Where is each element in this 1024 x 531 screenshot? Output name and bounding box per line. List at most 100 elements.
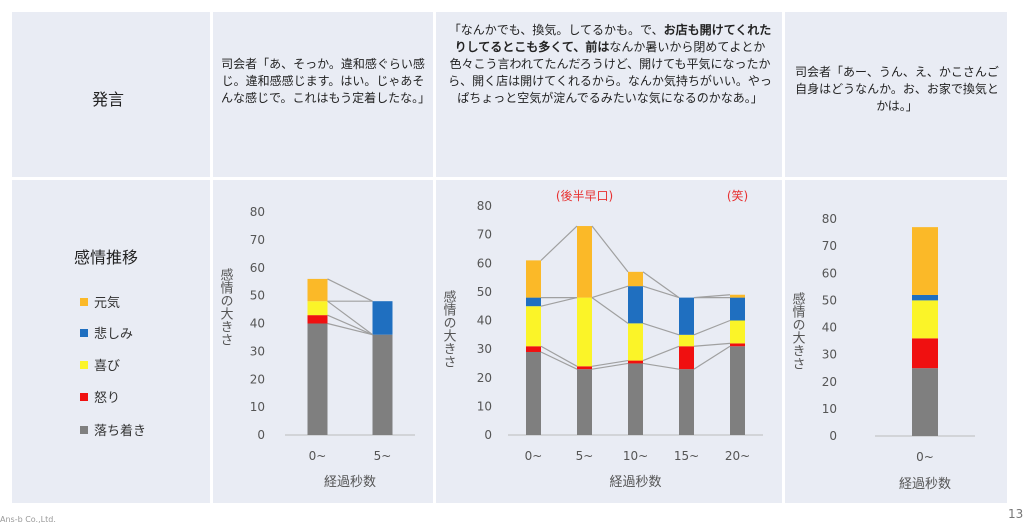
x-tick-label: 5~ (374, 449, 392, 463)
x-axis-label: 経過秒数 (324, 475, 376, 490)
y-tick-label: 10 (250, 400, 265, 414)
bar-segment (679, 334, 694, 347)
x-axis-label: 経過秒数 (899, 477, 951, 492)
y-axis-label: 感情の大きさ (441, 289, 457, 368)
legend-item: 怒り (80, 387, 120, 406)
x-tick-label: 10~ (623, 449, 648, 463)
speech-3-text: 司会者「あー、うん、え、かこさんご自身はどうなんか。お、お家で換気とかは。」 (795, 65, 999, 113)
row-label-emotion: 感情推移 (74, 248, 139, 267)
chart-3: 0 10 20 30 40 50 60 70 80 感情の大きさ 0~ 経過秒数 (790, 212, 975, 492)
y-tick-label: 30 (250, 344, 265, 358)
series-connector-line (693, 345, 731, 370)
bar-segment (679, 297, 694, 335)
y-tick-label: 20 (822, 375, 837, 389)
x-tick-label: 0~ (916, 450, 934, 464)
series-connector-line (591, 362, 629, 370)
bar-segment (526, 260, 541, 298)
bar-segment (307, 315, 328, 324)
series-connector-line (327, 322, 373, 336)
y-tick-label: 10 (477, 399, 492, 413)
bar-segment (912, 227, 938, 295)
y-tick-label: 30 (477, 342, 492, 356)
chart-annotation: (後半早口) (556, 189, 613, 203)
bar-segment (912, 368, 938, 436)
legend-label: 悲しみ (94, 327, 134, 342)
series-connector-line (642, 271, 680, 299)
y-tick-label: 80 (477, 199, 492, 213)
y-tick-label: 50 (477, 285, 492, 299)
y-tick-label: 60 (822, 266, 837, 280)
legend-swatch (80, 328, 88, 337)
x-tick-label: 20~ (725, 449, 750, 463)
series-connector-line (642, 285, 680, 299)
series-connector-line (642, 345, 680, 362)
bar-segment (628, 363, 643, 435)
y-tick-label: 60 (250, 261, 265, 275)
bar-segment (912, 294, 938, 301)
bar-segment (577, 369, 592, 435)
bar-segment (577, 226, 592, 298)
series-connector-line (540, 345, 578, 367)
series-connector-line (642, 322, 680, 336)
legend-swatch (80, 392, 88, 401)
bar-segment (526, 297, 541, 307)
bar-segment (912, 338, 938, 369)
speech-2-pre: 「なんかでも、換気。してるかも。で、 (448, 23, 664, 37)
bar-segment (372, 301, 393, 335)
series-connector-line (540, 225, 578, 261)
x-axis-label: 経過秒数 (609, 475, 661, 490)
legend-item: 悲しみ (80, 323, 133, 342)
cell-label-speech (12, 12, 210, 177)
legend-item: 落ち着き (80, 420, 146, 439)
series-connector-line (642, 362, 680, 370)
speech-1-text: 司会者「あ、そっか。違和感ぐらい感じ。違和感感じます。はい。じゃあそんな感じで。… (221, 57, 431, 105)
bar-segment (730, 346, 745, 435)
cell-speech-1 (213, 12, 433, 177)
y-tick-label: 20 (250, 372, 265, 386)
speech-2-post: なんか暑いから閉めてよとか色々こう言われてたんだろうけど、開けても平気になったか… (448, 40, 772, 105)
speech-text-2: 「なんかでも、換気。してるかも。で、お店も開けてくれたりしてるとこも多くて、前は… (446, 22, 774, 107)
y-tick-label: 40 (822, 321, 837, 335)
cell-speech-2 (436, 12, 782, 177)
bar-segment (628, 360, 643, 364)
bar-segment (730, 297, 745, 321)
bar-segment (526, 306, 541, 347)
speech-text-1: 司会者「あ、そっか。違和感ぐらい感じ。違和感感じます。はい。じゃあそんな感じで。… (221, 56, 430, 107)
y-tick-label: 60 (477, 256, 492, 270)
bar-segment (730, 343, 745, 347)
y-axis-label: 感情の大きさ (218, 267, 234, 346)
bar-segment (526, 351, 541, 435)
bar-segment (730, 294, 745, 298)
series-connector-line (693, 294, 731, 299)
y-tick-label: 80 (250, 205, 265, 219)
speech-2-bold: お店も開けてくれたりしてるとこも多くて、前は (454, 23, 772, 54)
series-connector-line (693, 342, 731, 347)
series-connector-line (327, 278, 373, 302)
x-tick-label: 15~ (674, 449, 699, 463)
series-connector-line (693, 319, 731, 336)
row-label-speech: 発言 (92, 90, 125, 109)
bar-segment (628, 323, 643, 361)
legend-label: 怒り (94, 391, 121, 406)
x-tick-label: 5~ (576, 449, 594, 463)
cell-label-emotion (12, 180, 210, 503)
y-tick-label: 50 (250, 289, 265, 303)
y-tick-label: 0 (257, 428, 265, 442)
cell-chart-3 (785, 180, 1007, 503)
chart-1: 0 10 20 30 40 50 60 70 80 感情の大きさ 0~ 5~ 経過秒数 (218, 205, 415, 490)
page-number: 13 (1008, 507, 1024, 521)
y-tick-label: 30 (822, 348, 837, 362)
bar-segment (526, 346, 541, 352)
y-tick-label: 10 (822, 402, 837, 416)
y-tick-label: 80 (822, 212, 837, 226)
series-connector-line (327, 300, 373, 336)
legend-label: 元気 (94, 296, 121, 311)
y-tick-label: 70 (477, 228, 492, 242)
speech-text-3: 司会者「あー、うん、え、かこさんご自身はどうなんか。お、お家で換気とかは。」 (795, 64, 999, 115)
y-tick-label: 0 (484, 428, 492, 442)
bar-segment (577, 297, 592, 367)
y-tick-label: 70 (250, 233, 265, 247)
y-tick-label: 20 (477, 371, 492, 385)
cell-speech-3 (785, 12, 1007, 177)
cell-chart-2 (436, 180, 782, 503)
